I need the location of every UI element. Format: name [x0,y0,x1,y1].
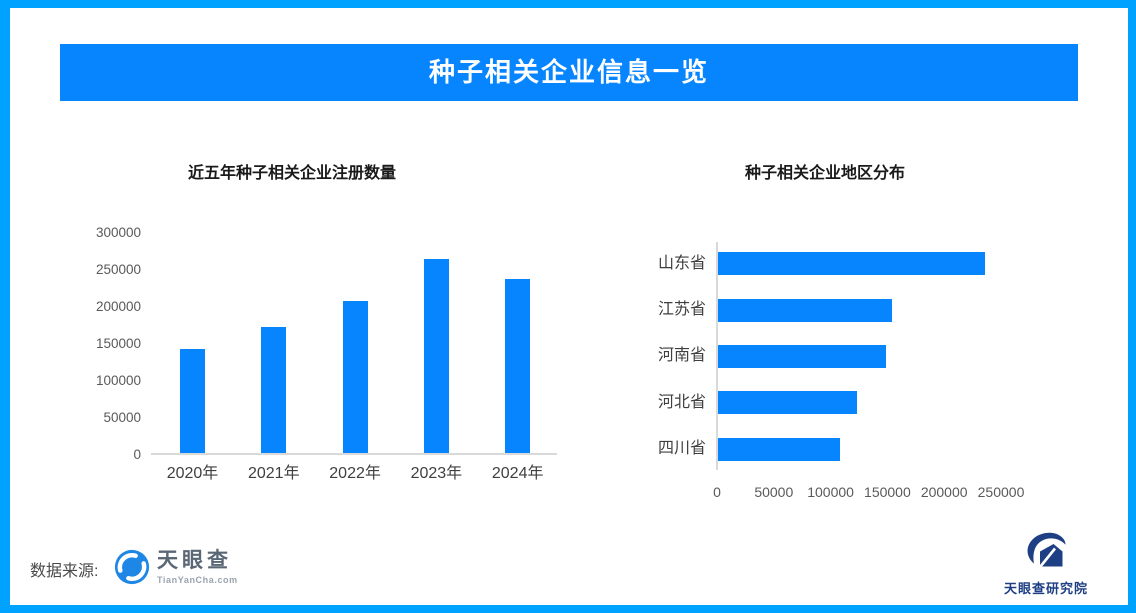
x-axis-tick-label: 100000 [807,484,854,500]
research-institute-name: 天眼查研究院 [1003,581,1088,596]
page-title: 种子相关企业信息一览 [428,57,709,87]
y-axis-category-label: 江苏省 [657,301,706,319]
tianyancha-logo: 天眼查 TianYanCha.com [114,549,238,590]
y-axis-category-label: 河南省 [657,347,706,365]
x-axis-category-label: 2020年 [166,465,219,482]
x-axis-category-label: 2022年 [329,465,381,482]
y-axis-tick-label: 0 [133,447,141,462]
x-axis-category-label: 2023年 [410,465,463,482]
regions-chart-y-axis-line [716,242,718,470]
y-axis-tick-label: 50000 [103,410,141,425]
x-axis-tick-label: 150000 [864,484,911,500]
bar-山东省 [718,252,985,276]
y-axis-tick-label: 250000 [95,262,141,277]
y-axis-tick-label: 150000 [95,336,141,351]
regions-bar-chart: 山东省江苏省河南省河北省四川省 0 50000 100000 150000 200000 2… [658,242,1106,500]
data-source-label: 数据来源: [30,563,99,580]
bar-河北省 [718,391,857,415]
y-axis-tick-label: 300000 [95,225,141,240]
registrations-chart-title: 近五年种子相关企业注册数量 [187,165,396,182]
tianyancha-logo-name: 天眼查 [157,549,232,572]
registrations-bar-chart: 0 50000 100000 150000 200000 250000 300000 2020… [96,225,557,482]
bar-2021年 [261,327,287,453]
bar-江苏省 [718,298,892,322]
bar-2022年 [342,301,368,453]
y-axis-category-label: 四川省 [657,440,706,457]
tianyancha-eye-icon [114,549,150,590]
bar-四川省 [718,437,840,461]
tianyancha-logo-text: 天眼查 TianYanCha.com [157,549,238,585]
x-axis-tick-label: 0 [713,484,721,500]
research-institute-icon [1023,529,1069,576]
tianyancha-logo-url: TianYanCha.com [157,575,238,585]
bar-2023年 [423,259,449,453]
x-axis-tick-label: 200000 [920,484,968,500]
y-axis-category-label: 河北省 [657,393,706,411]
x-axis-tick-label: 250000 [977,484,1025,500]
research-institute-logo: 天眼查研究院 [986,529,1106,597]
banner: 种子相关企业信息一览 [60,44,1078,101]
bar-河南省 [718,344,887,368]
x-axis-tick-label: 50000 [754,484,794,500]
x-axis-category-label: 2021年 [247,465,300,482]
x-axis-category-label: 2024年 [491,465,544,482]
regions-chart-title: 种子相关企业地区分布 [744,165,905,182]
y-axis-tick-label: 200000 [95,299,141,314]
y-axis-tick-label: 100000 [95,373,141,388]
bar-2020年 [180,349,205,453]
y-axis-category-label: 山东省 [657,254,706,272]
bar-2024年 [505,279,531,453]
